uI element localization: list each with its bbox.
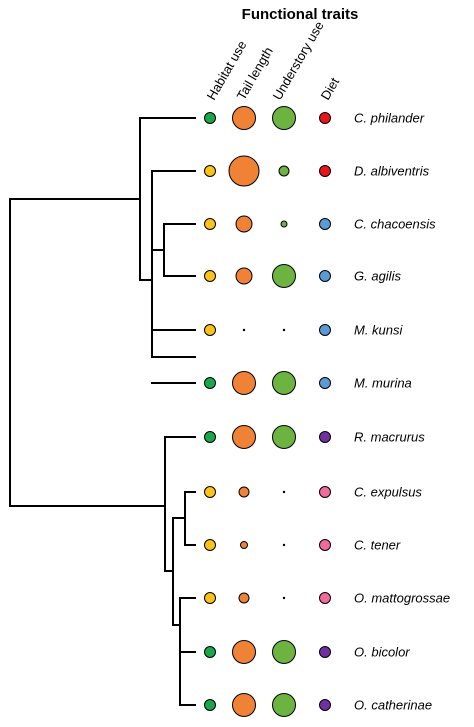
understory-trait-marker: [272, 371, 296, 395]
species-row-o-bicolor: O. bicolor: [204, 640, 410, 664]
species-label: C. chacoensis: [354, 217, 436, 232]
species-row-d-albiventris: D. albiventris: [204, 155, 430, 187]
tail-trait-marker: [232, 640, 256, 664]
species-label: M. murina: [354, 376, 412, 391]
understory-trait-marker: [282, 543, 286, 547]
habitat-trait-marker: [204, 592, 216, 604]
species-row-c-chacoensis: C. chacoensis: [204, 215, 436, 233]
habitat-trait-marker: [204, 218, 216, 230]
species-row-c-philander: C. philander: [204, 106, 425, 130]
diet-trait-marker: [319, 486, 331, 498]
species-row-c-tener: C. tener: [204, 538, 401, 553]
tail-trait-marker: [235, 267, 253, 285]
species-trait-rows: C. philander D. albiventris C. chacoensis G…: [204, 106, 450, 717]
species-label: C. tener: [354, 538, 401, 553]
understory-trait-marker: [272, 693, 296, 717]
habitat-trait-marker: [204, 699, 216, 711]
tail-trait-marker: [235, 215, 253, 233]
diet-trait-marker: [319, 270, 331, 282]
diet-trait-marker: [319, 218, 331, 230]
habitat-trait-marker: [204, 377, 216, 389]
tail-trait-marker: [232, 693, 256, 717]
habitat-trait-marker: [204, 539, 216, 551]
diet-trait-marker: [319, 165, 331, 177]
species-label: C. expulsus: [354, 485, 422, 500]
diet-trait-marker: [319, 324, 331, 336]
understory-trait-marker: [272, 106, 296, 130]
habitat-trait-marker: [204, 431, 216, 443]
species-row-m-kunsi: M. kunsi: [204, 323, 404, 338]
habitat-trait-marker: [204, 165, 216, 177]
species-row-r-macrurus: R. macrurus: [204, 425, 425, 449]
column-headers: Habitat use Tail length Understory use D…: [204, 19, 343, 103]
diet-trait-marker: [319, 112, 331, 124]
species-label: D. albiventris: [354, 164, 430, 179]
diet-trait-marker: [319, 377, 331, 389]
column-label-diet: Diet: [318, 75, 343, 103]
understory-trait-marker: [282, 328, 286, 332]
understory-trait-marker: [278, 165, 290, 177]
habitat-trait-marker: [204, 486, 216, 498]
figure-title: Functional traits: [242, 6, 359, 23]
tail-trait-marker: [238, 486, 250, 498]
species-label: O. bicolor: [354, 645, 410, 660]
tail-trait-marker: [240, 541, 248, 549]
habitat-trait-marker: [204, 270, 216, 282]
species-row-o-mattogrossae: O. mattogrossae: [204, 591, 450, 606]
species-label: R. macrurus: [354, 430, 425, 445]
column-label-understory-use: Understory use: [270, 19, 327, 103]
species-row-g-agilis: G. agilis: [204, 264, 401, 288]
species-label: O. mattogrossae: [354, 591, 450, 606]
diet-trait-marker: [319, 592, 331, 604]
tail-trait-marker: [228, 155, 260, 187]
species-row-o-catherinae: O. catherinae: [204, 693, 432, 717]
species-label: C. philander: [354, 111, 425, 126]
diet-trait-marker: [319, 431, 331, 443]
habitat-trait-marker: [204, 646, 216, 658]
species-row-c-expulsus: C. expulsus: [204, 485, 422, 500]
habitat-trait-marker: [204, 112, 216, 124]
understory-trait-marker: [272, 640, 296, 664]
diet-trait-marker: [319, 646, 331, 658]
species-label: M. kunsi: [354, 323, 404, 338]
tail-trait-marker: [232, 106, 256, 130]
species-label: O. catherinae: [354, 698, 432, 713]
species-label: G. agilis: [354, 269, 401, 284]
tail-trait-marker: [242, 328, 246, 332]
diet-trait-marker: [319, 539, 331, 551]
tail-trait-marker: [232, 425, 256, 449]
tail-trait-marker: [232, 371, 256, 395]
understory-trait-marker: [282, 596, 286, 600]
species-row-m-murina: M. murina: [204, 371, 412, 395]
tail-trait-marker: [238, 592, 250, 604]
understory-trait-marker: [282, 490, 286, 494]
understory-trait-marker: [280, 220, 288, 228]
phylogenetic-tree: [9, 117, 196, 706]
understory-trait-marker: [272, 264, 296, 288]
diet-trait-marker: [319, 699, 331, 711]
habitat-trait-marker: [204, 324, 216, 336]
understory-trait-marker: [272, 425, 296, 449]
